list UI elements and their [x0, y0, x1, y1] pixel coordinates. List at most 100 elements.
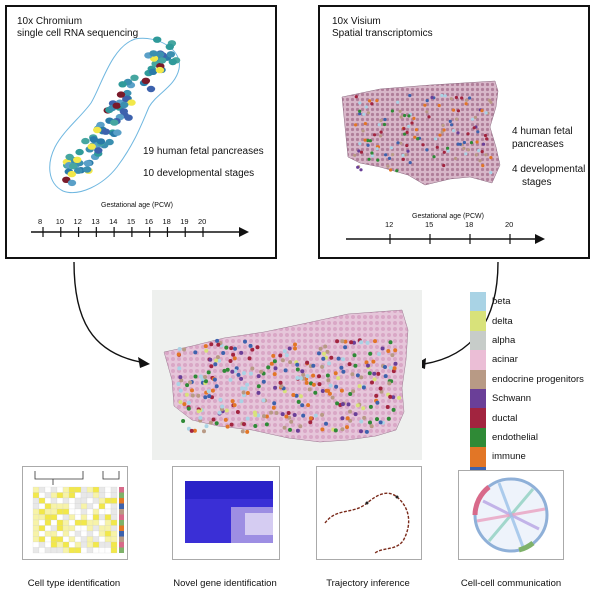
tissue-spot — [380, 346, 385, 351]
tissue-spot — [343, 345, 348, 350]
tissue-spot — [385, 405, 390, 409]
heatmap-cell — [110, 547, 118, 554]
umap-cell-dot — [81, 137, 90, 145]
tissue-spot — [313, 413, 318, 418]
tissue-spot — [279, 384, 284, 389]
tissue-spot — [393, 348, 398, 353]
scrna-seq-panel: 10x Chromium single cell RNA sequencing … — [5, 5, 277, 259]
tissue-spot — [301, 413, 306, 418]
tissue-spot — [405, 130, 409, 134]
tissue-spot — [225, 367, 230, 372]
tissue-spot — [473, 115, 477, 119]
heatmap-cell — [98, 508, 106, 515]
heatmap-annotation — [119, 487, 124, 493]
tissue-spot — [223, 417, 228, 422]
heatmap-cell — [74, 503, 82, 510]
timeline-tick-label: 8 — [38, 217, 43, 226]
tissue-spot — [307, 387, 312, 392]
umap-cell-dot — [155, 51, 165, 58]
visium-tissue-section — [341, 80, 501, 186]
tissue-spot — [245, 391, 250, 395]
legend-swatch — [470, 369, 486, 389]
tissue-spot — [425, 99, 429, 103]
tissue-spot — [209, 342, 214, 347]
tissue-spot — [294, 393, 299, 398]
tissue-spot — [282, 425, 287, 430]
tissue-spot — [284, 353, 289, 358]
tissue-spot — [339, 388, 344, 393]
heatmap-cell — [104, 541, 112, 548]
visium-subtitle: Spatial transcriptomics — [332, 28, 433, 39]
heatmap-cell — [92, 486, 100, 493]
tissue-spot — [190, 388, 194, 393]
tissue-spot — [414, 128, 419, 132]
heatmap-cell — [32, 530, 40, 537]
heatmap-annotation — [119, 531, 124, 537]
tissue-spot — [455, 117, 459, 121]
tissue-spot — [274, 411, 279, 415]
heatmap-cell — [68, 514, 76, 521]
tissue-spot — [217, 410, 222, 415]
heatmap-cell — [50, 519, 58, 526]
legend-label: ductal — [492, 412, 518, 424]
tissue-spot — [230, 369, 235, 374]
heatmap-cell — [74, 514, 82, 521]
timeline-tick-label: 10 — [55, 217, 65, 226]
heatmap-cell — [62, 536, 70, 543]
tissue-spot — [438, 133, 442, 137]
tissue-spot — [269, 361, 274, 366]
tissue-spot — [295, 362, 300, 367]
visium-timeline — [346, 234, 545, 244]
tissue-spot — [203, 375, 208, 379]
tissue-spot — [434, 137, 438, 141]
tissue-spot — [353, 363, 358, 368]
caption-trajectory: Trajectory inference — [326, 578, 410, 589]
tissue-spot — [211, 417, 216, 422]
umap-cell-dot — [96, 138, 106, 145]
heatmap-cell — [50, 492, 58, 499]
legend-swatch — [470, 350, 486, 370]
tissue-spot — [366, 111, 370, 115]
umap-cell-dot — [116, 91, 126, 98]
heatmap-cell — [86, 486, 94, 493]
tissue-spot — [375, 400, 380, 405]
tissue-spot — [364, 105, 368, 109]
heatmap-cell — [32, 547, 40, 554]
tissue-spot — [206, 389, 211, 394]
tissue-spot — [233, 369, 238, 374]
scrna-sample-count: 19 human fetal pancreases — [143, 146, 264, 157]
heatmap-cell — [92, 525, 100, 532]
tissue-spot — [185, 383, 190, 388]
tissue-spot — [222, 368, 227, 373]
heatmap-cell — [62, 530, 70, 537]
tissue-spot — [305, 360, 310, 365]
heatmap-cell — [98, 519, 106, 526]
tissue-spot — [214, 421, 219, 426]
tissue-spot — [363, 122, 367, 126]
tissue-spot — [298, 394, 303, 399]
tissue-spot — [236, 372, 241, 377]
trajectory-thumbnail — [316, 466, 422, 560]
heatmap-cell — [56, 525, 64, 532]
tissue-spot — [366, 138, 370, 143]
heatmap-cell — [86, 547, 94, 554]
heatmap-cell — [98, 492, 106, 499]
tissue-spot — [412, 116, 416, 120]
timeline-tick-label: 12 — [73, 217, 82, 226]
tissue-spot — [271, 353, 276, 358]
tissue-spot — [225, 424, 230, 429]
heatmap-cell — [32, 525, 40, 532]
tissue-spot — [217, 358, 222, 363]
heatmap-cell — [44, 530, 52, 537]
tissue-spot — [368, 404, 373, 409]
tissue-spot — [379, 130, 383, 134]
tissue-spot — [296, 399, 301, 404]
tissue-spot — [484, 153, 488, 157]
tissue-spot — [176, 382, 181, 386]
heatmap-annotation — [119, 509, 124, 515]
heatmap-cell — [38, 514, 46, 521]
heatmap-cell — [110, 492, 118, 499]
tissue-spot — [273, 366, 278, 371]
tissue-spot — [378, 386, 383, 391]
tissue-spot — [466, 148, 470, 152]
